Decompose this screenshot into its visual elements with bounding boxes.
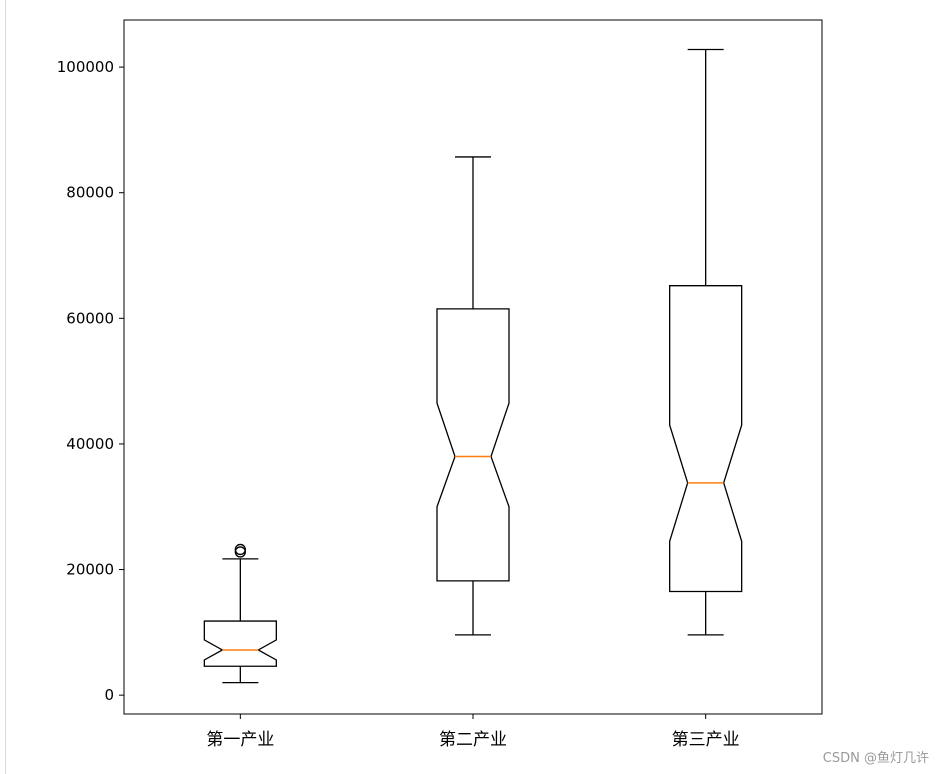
box-2 [436, 156, 510, 636]
outlier-point [234, 546, 246, 558]
notched-box [669, 285, 743, 593]
x-tick-label: 第三产业 [672, 730, 740, 750]
outlier-point [234, 543, 246, 556]
x-tick-label: 第一产业 [206, 730, 274, 750]
y-tick-label: 100000 [57, 58, 114, 76]
x-axis: 第一产业 第二产业 第三产业 [206, 714, 740, 750]
y-tick-label: 0 [104, 686, 114, 704]
page-left-border [5, 0, 6, 774]
y-axis: 0 20000 40000 60000 80000 100000 [57, 58, 124, 704]
y-tick-label: 60000 [66, 309, 114, 327]
box-group [203, 48, 743, 684]
box-1 [203, 543, 277, 684]
y-tick-label: 40000 [66, 435, 114, 453]
x-tick-label: 第二产业 [439, 730, 507, 750]
notched-box [436, 308, 510, 582]
watermark-text: CSDN @鱼灯几许 [822, 751, 929, 766]
y-tick-label: 80000 [66, 184, 114, 202]
notched-box [203, 620, 277, 667]
box-3 [669, 48, 743, 636]
y-tick-label: 20000 [66, 561, 114, 579]
